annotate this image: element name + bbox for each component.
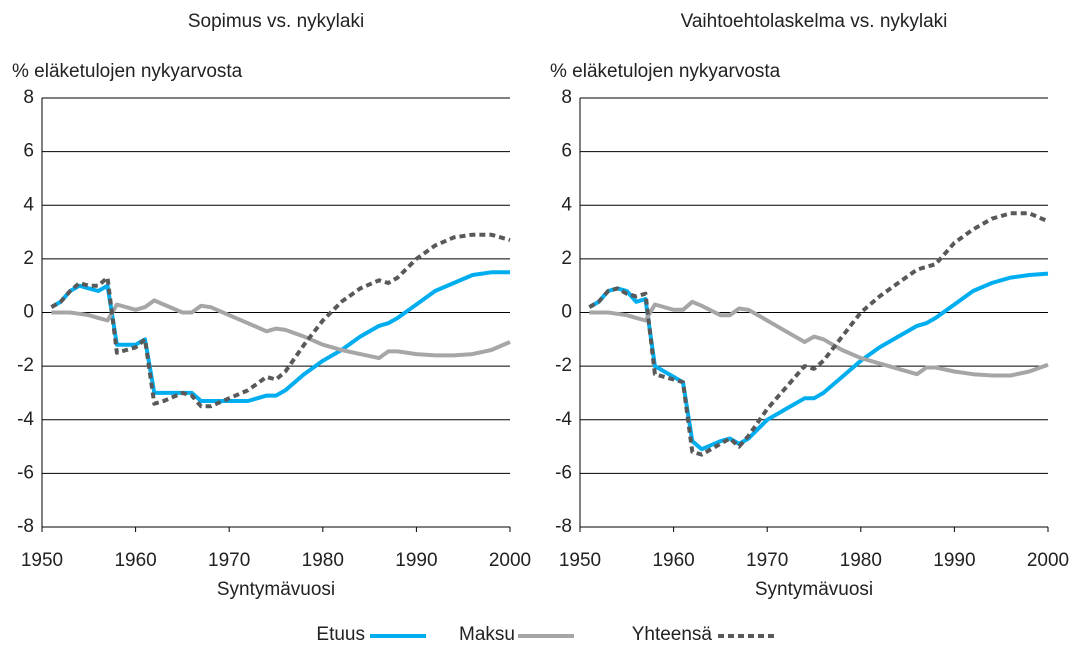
series-line: [588, 271, 1049, 452]
y-tick-label: 4: [23, 194, 34, 215]
x-tick-label: 1990: [933, 550, 975, 571]
y-axis-label: % eläketulojen nykyarvosta: [550, 61, 781, 82]
y-tick-label: -6: [555, 462, 572, 483]
y-tick-label: 0: [23, 302, 34, 323]
y-tick-label: 4: [561, 194, 572, 215]
y-tick-label: -2: [17, 355, 34, 376]
y-tick-label: -4: [555, 409, 572, 430]
series-line: [589, 299, 1049, 378]
x-tick-label: 1960: [114, 550, 156, 571]
x-axis-label: Syntymävuosi: [755, 579, 873, 600]
x-tick-label: 1950: [559, 550, 601, 571]
y-tick-label: -6: [17, 462, 34, 483]
legend-label: Yhteensä: [632, 624, 713, 645]
x-tick-label: 1950: [21, 550, 63, 571]
y-tick-label: 2: [561, 248, 572, 269]
x-tick-label: 1960: [652, 550, 694, 571]
x-tick-label: 1980: [302, 550, 344, 571]
y-axis-label: % eläketulojen nykyarvosta: [12, 61, 243, 82]
y-tick-label: 0: [561, 302, 572, 323]
x-axis-label: Syntymävuosi: [217, 579, 335, 600]
y-tick-label: 6: [23, 141, 34, 162]
y-tick-label: -2: [555, 355, 572, 376]
x-tick-label: 1990: [395, 550, 437, 571]
y-tick-label: -4: [17, 409, 34, 430]
x-tick-label: 1970: [208, 550, 250, 571]
series-line: [50, 232, 511, 409]
legend-label: Etuus: [316, 624, 365, 645]
y-tick-label: 8: [23, 87, 34, 108]
chart-title: Vaihtoehtolaskelma vs. nykylaki: [681, 11, 948, 32]
y-tick-label: 2: [23, 248, 34, 269]
x-tick-label: 1980: [840, 550, 882, 571]
y-tick-label: -8: [555, 516, 572, 537]
y-tick-label: 8: [561, 87, 572, 108]
x-tick-label: 2000: [1027, 550, 1069, 571]
y-tick-label: 6: [561, 141, 572, 162]
chart-title: Sopimus vs. nykylaki: [188, 11, 364, 32]
x-tick-label: 1970: [746, 550, 788, 571]
series-line: [51, 298, 511, 361]
y-tick-label: -8: [17, 516, 34, 537]
legend-label: Maksu: [459, 624, 515, 645]
x-tick-label: 2000: [489, 550, 531, 571]
series-line: [50, 270, 510, 403]
series-line: [588, 211, 1049, 457]
